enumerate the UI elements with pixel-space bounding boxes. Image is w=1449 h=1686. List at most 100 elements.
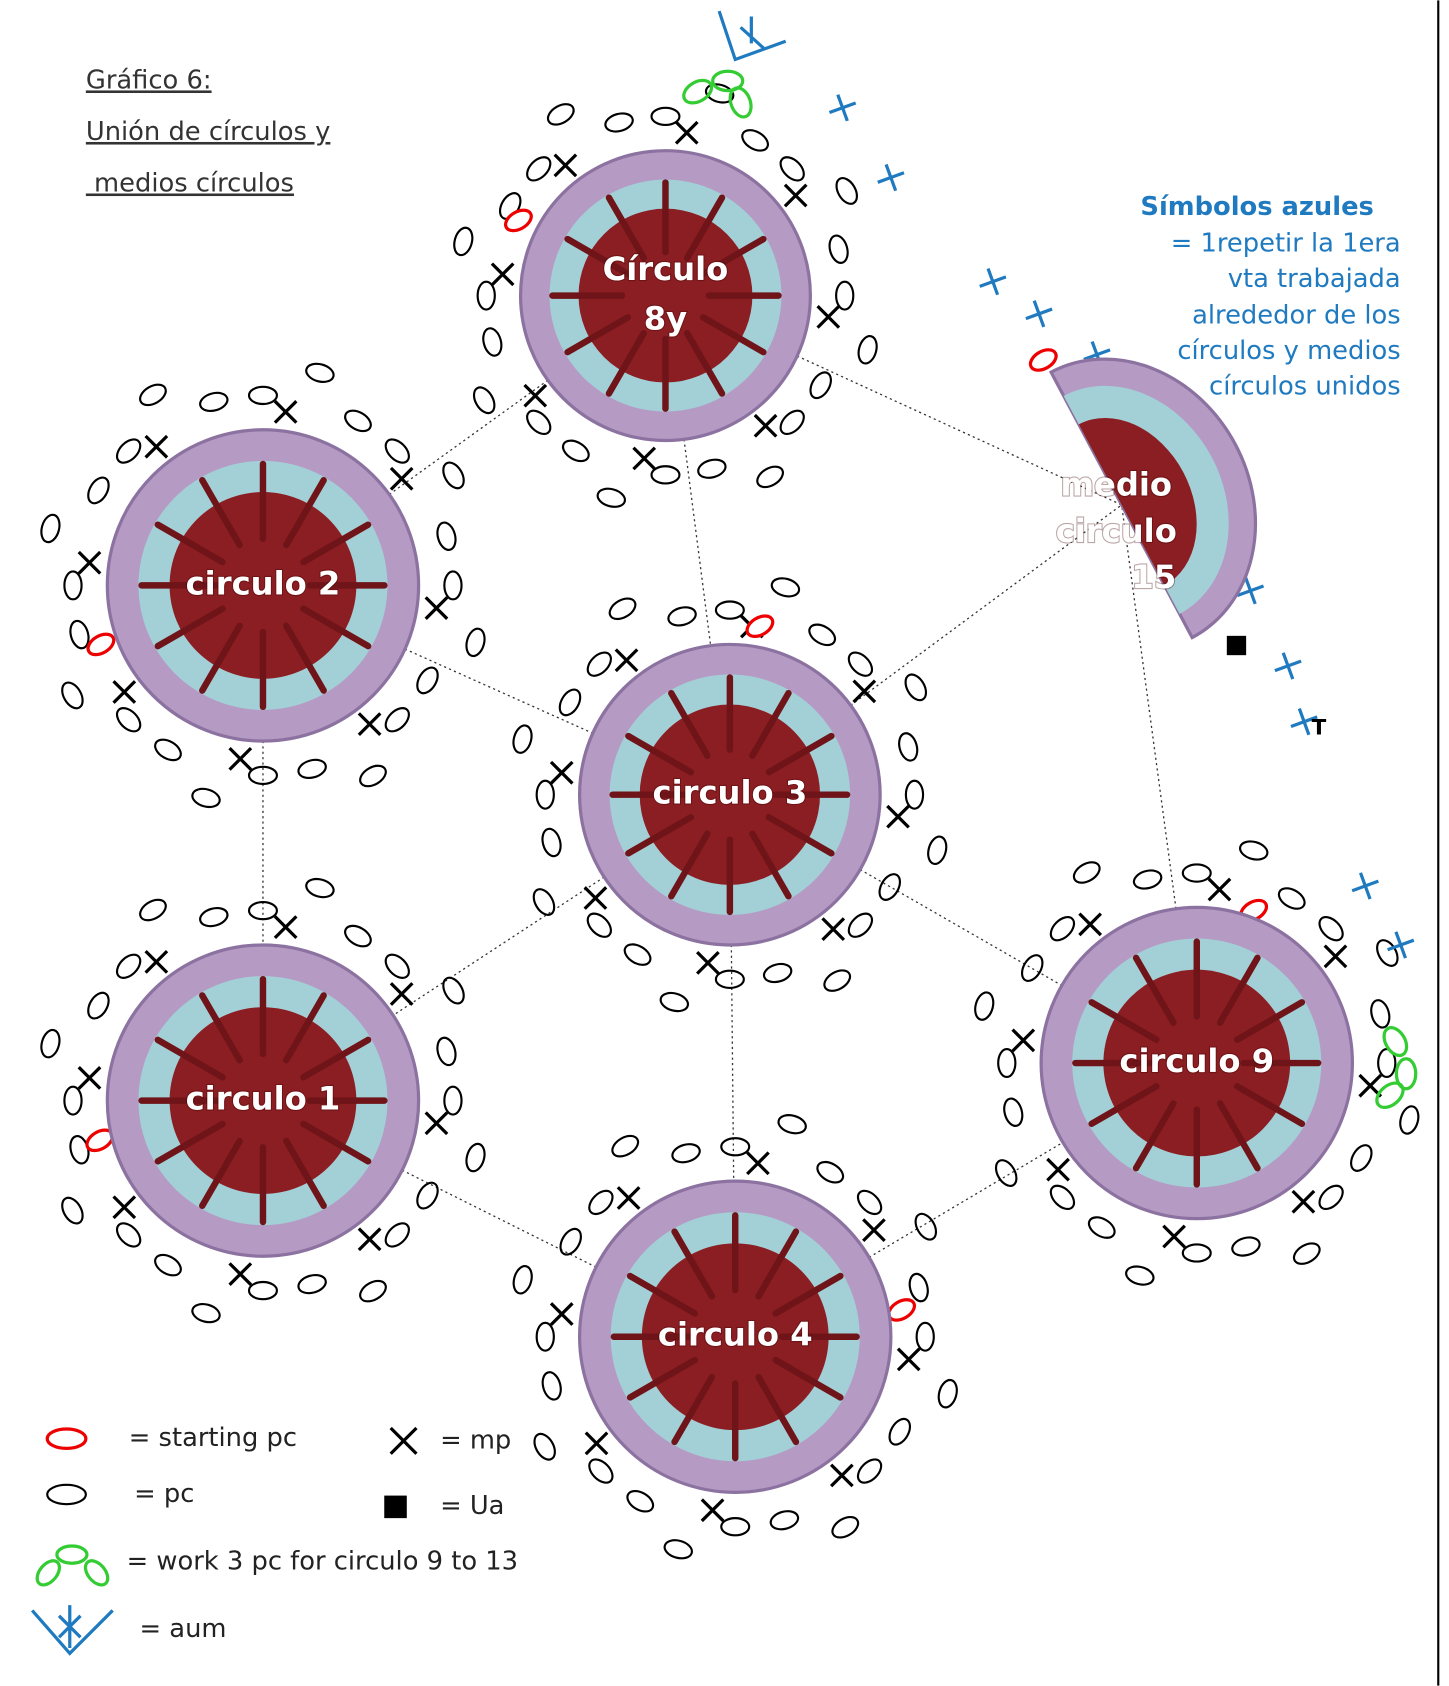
motif-spoke — [199, 622, 243, 694]
motif-spoke — [668, 830, 711, 900]
pc-stitch — [541, 1371, 562, 1401]
blue-stitch — [1274, 652, 1302, 680]
pc-stitch — [770, 577, 801, 598]
motif-spoke — [625, 732, 695, 776]
three-pc-stitch — [1382, 1026, 1409, 1058]
motif-spoke — [1132, 954, 1177, 1026]
pc-stitch — [847, 912, 874, 938]
pc-stitch — [453, 226, 474, 257]
mp-stitch — [523, 383, 548, 408]
note-line: círculos unidos — [1209, 371, 1401, 401]
pc-stitch — [359, 764, 387, 788]
half-motif — [1048, 357, 1258, 640]
mp-symbol — [389, 1426, 418, 1455]
mp-stitch — [77, 550, 102, 575]
motif-spoke — [1088, 1083, 1160, 1127]
pc-stitch — [63, 570, 83, 601]
pc-stitch — [650, 106, 681, 127]
motif-spoke — [626, 1356, 699, 1401]
pc-stitch — [663, 1539, 694, 1560]
pc-stitch — [588, 1189, 614, 1216]
pc-stitch — [384, 1222, 410, 1248]
pc-stitch — [297, 1273, 327, 1295]
motif-spoke — [772, 1356, 844, 1401]
pc-stitch — [139, 898, 167, 922]
mp-stitch — [753, 413, 778, 438]
pc-stitch — [1132, 869, 1163, 890]
pc-stitch — [847, 651, 874, 677]
mp-stitch — [700, 1498, 725, 1523]
blue-stitch — [1290, 708, 1318, 736]
mp-stitch — [862, 1218, 886, 1242]
pc-stitch — [816, 1160, 845, 1184]
pc-stitch — [115, 438, 142, 464]
motif-spoke — [772, 1272, 844, 1317]
motif-spoke — [683, 194, 726, 262]
legend-text: = starting pc — [129, 1423, 297, 1453]
blue-stitch — [1351, 872, 1379, 900]
pc-stitch — [997, 1048, 1017, 1079]
header-line: Unión de círculos y — [86, 117, 331, 147]
join-line — [729, 794, 1198, 1064]
pc-stitch — [154, 738, 182, 762]
mp-stitch — [1011, 1028, 1036, 1053]
motif-spoke — [749, 689, 792, 759]
blue-stitch — [877, 163, 905, 192]
pc-stitch — [856, 1189, 883, 1216]
pc-stitch — [741, 129, 769, 152]
pc-stitch — [87, 991, 110, 1020]
pc-stitch — [1318, 1184, 1344, 1211]
pc-stitch — [697, 458, 727, 479]
pc-stitch — [436, 1036, 457, 1067]
starting-pc-stitch — [503, 208, 533, 233]
pc-stitch — [87, 476, 110, 505]
motif-center — [578, 208, 753, 383]
mp-stitch — [1207, 877, 1232, 902]
pc-stitch — [1049, 916, 1076, 942]
pc-stitch — [596, 487, 627, 508]
mp-stitch — [1078, 912, 1103, 937]
pc-stitch — [904, 779, 925, 810]
motif-spoke — [300, 1120, 372, 1165]
motif-spoke — [755, 1228, 800, 1300]
motif-spoke — [671, 1373, 716, 1446]
pc-stitch — [359, 1279, 387, 1303]
pc-stitch — [305, 877, 335, 899]
mp-stitch — [1291, 1189, 1316, 1214]
motif-spoke — [154, 1036, 226, 1081]
motif-spoke — [564, 314, 632, 356]
pc-stitch — [762, 962, 793, 984]
note-line: círculos y medios — [1177, 336, 1400, 366]
pc-stitch — [1292, 1242, 1321, 1265]
pc-stitch — [305, 362, 335, 383]
pc-stitch — [115, 953, 142, 979]
motif-spoke — [154, 1120, 226, 1165]
motif-label: circulo 3 — [652, 774, 807, 812]
motif-spoke — [699, 235, 767, 278]
pc-stitch — [443, 570, 463, 601]
motif-spoke — [154, 605, 226, 650]
starting-pc-stitch — [86, 632, 116, 657]
three-pc-stitch — [1375, 1081, 1405, 1110]
mp-stitch — [424, 596, 449, 620]
pc-stitch — [344, 409, 372, 433]
pc-stitch — [443, 1085, 463, 1116]
pc-stitch — [191, 787, 221, 809]
blue-stitch — [1025, 300, 1053, 328]
pc-symbol — [46, 1483, 87, 1506]
mp-stitch — [696, 950, 720, 975]
motif-spoke — [300, 1036, 372, 1081]
header-line: medios círculos — [86, 168, 294, 198]
pc-stitch — [588, 1458, 614, 1484]
pc-stitch — [416, 1181, 439, 1210]
pc-stitch — [69, 619, 90, 650]
motif-center — [1078, 418, 1197, 586]
starting-pc-stitch — [1028, 348, 1058, 372]
mp-stitch — [389, 982, 414, 1006]
pc-stitch — [546, 103, 575, 126]
motif-spoke — [765, 732, 835, 776]
pc-stitch — [828, 234, 849, 264]
motif-spoke — [1216, 954, 1261, 1026]
mp-stitch — [357, 1227, 382, 1252]
stitches — [40, 10, 1420, 1560]
